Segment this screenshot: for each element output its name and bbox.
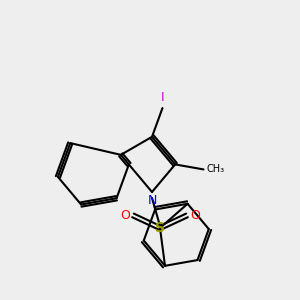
Text: O: O [120, 209, 130, 222]
Text: CH₃: CH₃ [206, 164, 225, 174]
Text: N: N [147, 194, 157, 207]
Text: I: I [161, 91, 164, 104]
Text: S: S [155, 221, 165, 235]
Text: O: O [190, 209, 200, 222]
